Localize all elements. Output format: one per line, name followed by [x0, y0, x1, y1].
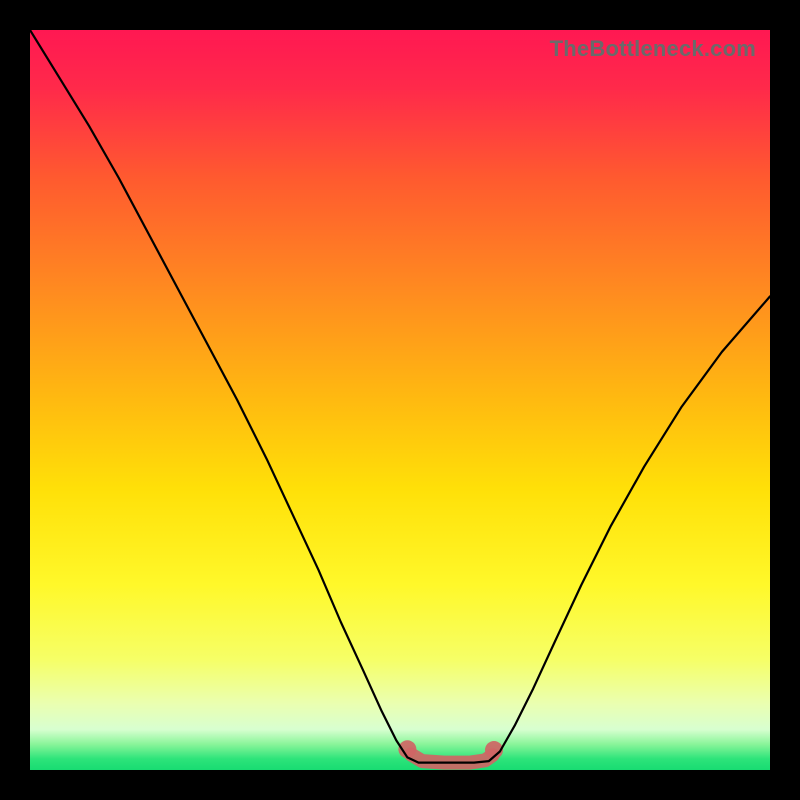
bottleneck-curve [30, 30, 770, 763]
watermark-label: TheBottleneck.com [550, 36, 756, 62]
curve-layer [30, 30, 770, 770]
plot-area [30, 30, 770, 770]
chart-frame: TheBottleneck.com [0, 0, 800, 800]
